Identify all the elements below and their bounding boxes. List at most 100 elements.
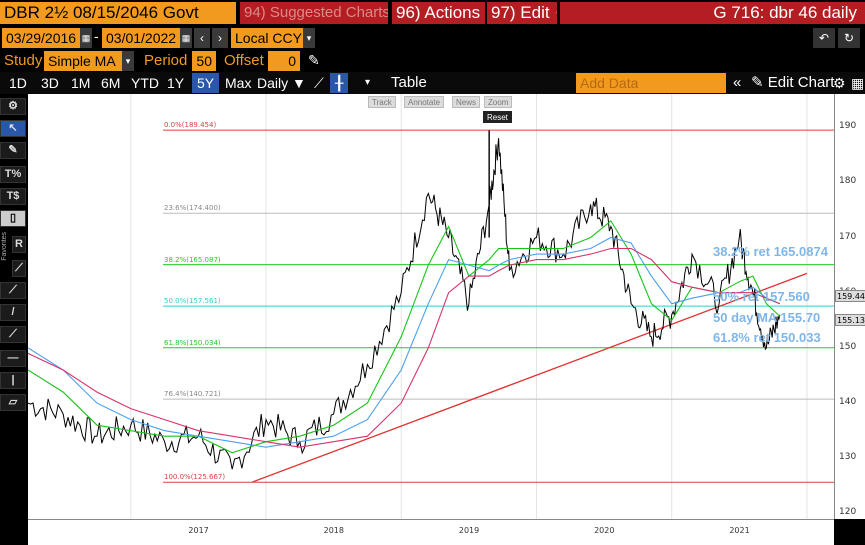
fib-label: 23.6%(174.400) bbox=[164, 204, 221, 213]
calendar-icon[interactable]: ▦ bbox=[180, 28, 192, 48]
fib-label: 0.0%(189.454) bbox=[164, 121, 217, 130]
y-axis: 190180170160150140130120 159.447 155.139 bbox=[834, 94, 865, 519]
extended-line-icon[interactable]: ⟋ bbox=[0, 326, 26, 343]
toolbar-row: 1D 3D 1M 6M YTD 1Y 5Y Max Daily ▼ ⟋ ╂ ▾ Table A… bbox=[0, 72, 865, 94]
percent-tool-icon[interactable]: T% bbox=[0, 166, 26, 183]
actions-menu[interactable]: 96) Actions ▼ bbox=[392, 2, 485, 24]
prev-arrow-icon[interactable]: ‹ bbox=[194, 28, 210, 48]
ma-green-line bbox=[27, 220, 781, 454]
x-axis: 201720182019202020212022 bbox=[28, 519, 865, 545]
reset-button[interactable]: Reset bbox=[483, 111, 512, 123]
cursor-icon[interactable]: ↖ bbox=[0, 120, 26, 137]
x-tick-label: 2017 bbox=[188, 526, 209, 535]
candlestick-icon[interactable]: ╂ bbox=[330, 73, 349, 93]
study-select[interactable]: Simple MA bbox=[44, 51, 122, 71]
period-tab-1y[interactable]: 1Y bbox=[167, 75, 185, 91]
period-tab-max[interactable]: Max bbox=[225, 75, 252, 91]
x-tick-label: 2020 bbox=[594, 526, 615, 535]
pencil-icon[interactable]: ✎ bbox=[0, 142, 26, 159]
add-data-input[interactable]: Add Data bbox=[576, 73, 726, 93]
chevron-down-icon[interactable]: ▾ bbox=[365, 77, 371, 88]
currency-select[interactable]: Local CCY bbox=[231, 28, 303, 48]
chart-settings-icon[interactable]: ▦ bbox=[851, 75, 865, 91]
frequency-select[interactable]: Daily ▼ bbox=[257, 75, 306, 91]
header-row: DBR 2½ 08/15/2046 Govt 94) Suggested Cha… bbox=[0, 0, 865, 26]
calendar-icon[interactable]: ▦ bbox=[80, 28, 92, 48]
next-arrow-icon[interactable]: › bbox=[212, 28, 228, 48]
y-tick-label: 120 bbox=[839, 507, 857, 518]
fib-label: 100.0%(125.667) bbox=[164, 473, 226, 482]
end-date-input[interactable]: 03/01/2022 bbox=[102, 28, 180, 48]
line-chart-icon[interactable]: ⟋ bbox=[314, 75, 324, 91]
edit-chart-button[interactable]: ✎ Edit Chart bbox=[751, 74, 835, 91]
frequency-label: Daily bbox=[257, 75, 289, 91]
gear-icon[interactable]: ⚙ bbox=[0, 98, 26, 115]
ma-blue-line bbox=[27, 236, 781, 448]
period-tab-ytd[interactable]: YTD bbox=[131, 75, 159, 91]
study-label: Study bbox=[4, 52, 43, 69]
gear-icon[interactable]: ⚙ bbox=[833, 75, 846, 91]
fib-label: 50.0%(157.561) bbox=[164, 297, 221, 306]
fib-icon[interactable]: R bbox=[12, 236, 26, 253]
suggested-charts-button[interactable]: 94) Suggested Charts bbox=[240, 2, 388, 24]
text-icon[interactable]: ▱ bbox=[0, 394, 26, 411]
collapse-icon[interactable]: « bbox=[733, 74, 742, 91]
refresh-icon[interactable]: ↻ bbox=[838, 28, 860, 48]
period-input[interactable]: 50 bbox=[192, 51, 216, 71]
ma-pink-line bbox=[27, 247, 781, 448]
annotation-382: 38.2% ret 165.0874 bbox=[713, 244, 828, 259]
annotation-50: 50% ret 157.560 bbox=[713, 289, 810, 304]
line-icon[interactable]: — bbox=[0, 350, 26, 367]
fib-label: 76.4%(140.721) bbox=[164, 390, 221, 399]
vertical-line-icon[interactable]: | bbox=[0, 372, 26, 389]
price-tool-icon[interactable]: T$ bbox=[0, 188, 26, 205]
ray-icon[interactable]: / bbox=[0, 304, 26, 321]
period-tab-3d[interactable]: 3D bbox=[41, 75, 59, 91]
measure-icon[interactable]: ▯ bbox=[0, 210, 26, 227]
table-button[interactable]: Table bbox=[391, 74, 427, 91]
security-field[interactable]: DBR 2½ 08/15/2046 Govt bbox=[0, 2, 236, 24]
y-tick-label: 170 bbox=[839, 231, 857, 242]
pencil-icon[interactable]: ✎ bbox=[308, 52, 320, 68]
edit-label: 97) Edit bbox=[491, 3, 550, 22]
news-button[interactable]: News bbox=[452, 96, 481, 108]
reset-label: Reset bbox=[487, 113, 508, 122]
y-tick-label: 130 bbox=[839, 452, 857, 463]
track-button[interactable]: Track bbox=[368, 96, 396, 108]
y-tick-label: 180 bbox=[839, 176, 857, 187]
date-row: 03/29/2016 ▦ - 03/01/2022 ▦ ‹ › Local CC… bbox=[0, 26, 865, 50]
x-tick-label: 2019 bbox=[458, 526, 480, 535]
chart-title: G 716: dbr 46 daily bbox=[560, 2, 865, 24]
price-chart bbox=[27, 94, 834, 519]
last-price-label: 159.447 bbox=[835, 289, 865, 302]
chevron-down-icon[interactable]: ▾ bbox=[122, 51, 134, 71]
channel-icon[interactable]: ⟋ bbox=[0, 282, 26, 299]
annotation-618: 61.8% ret 150.033 bbox=[713, 330, 821, 345]
annotate-button[interactable]: Annotate bbox=[404, 96, 445, 108]
actions-label: 96) Actions bbox=[396, 3, 481, 22]
start-date-input[interactable]: 03/29/2016 bbox=[2, 28, 80, 48]
period-tab-1d[interactable]: 1D bbox=[9, 75, 27, 91]
annotation-ma50: 50 day MA 155.70 bbox=[713, 310, 821, 325]
y-tick-label: 140 bbox=[839, 397, 857, 408]
undo-icon[interactable]: ↶ bbox=[813, 28, 835, 48]
x-tick-label: 2018 bbox=[323, 526, 344, 535]
chart-area[interactable]: 0.0%(189.454) 23.6%(174.400) 38.2%(165.087… bbox=[27, 94, 834, 519]
trendline-icon[interactable]: ⟋ bbox=[12, 260, 26, 277]
period-label: Period bbox=[144, 52, 188, 69]
chevron-down-icon[interactable]: ▾ bbox=[303, 28, 315, 48]
edit-menu[interactable]: 97) Edit ▼ bbox=[487, 2, 557, 24]
caret-down-icon: ▼ bbox=[554, 10, 557, 21]
fib-label: 38.2%(165.087) bbox=[164, 255, 221, 264]
ma-value-label: 155.139 bbox=[835, 313, 865, 326]
x-tick-label: 2021 bbox=[729, 526, 750, 535]
period-tab-5y[interactable]: 5Y bbox=[192, 73, 220, 93]
edit-chart-label: Edit Chart bbox=[767, 74, 835, 91]
period-tab-6m[interactable]: 6M bbox=[101, 75, 121, 91]
zoom-button[interactable]: Zoom bbox=[484, 96, 513, 108]
offset-label: Offset bbox=[224, 52, 264, 69]
fib-label: 61.8%(150.034) bbox=[164, 338, 221, 347]
price-line bbox=[27, 138, 781, 470]
offset-input[interactable]: 0 bbox=[268, 51, 300, 71]
period-tab-1m[interactable]: 1M bbox=[71, 75, 91, 91]
